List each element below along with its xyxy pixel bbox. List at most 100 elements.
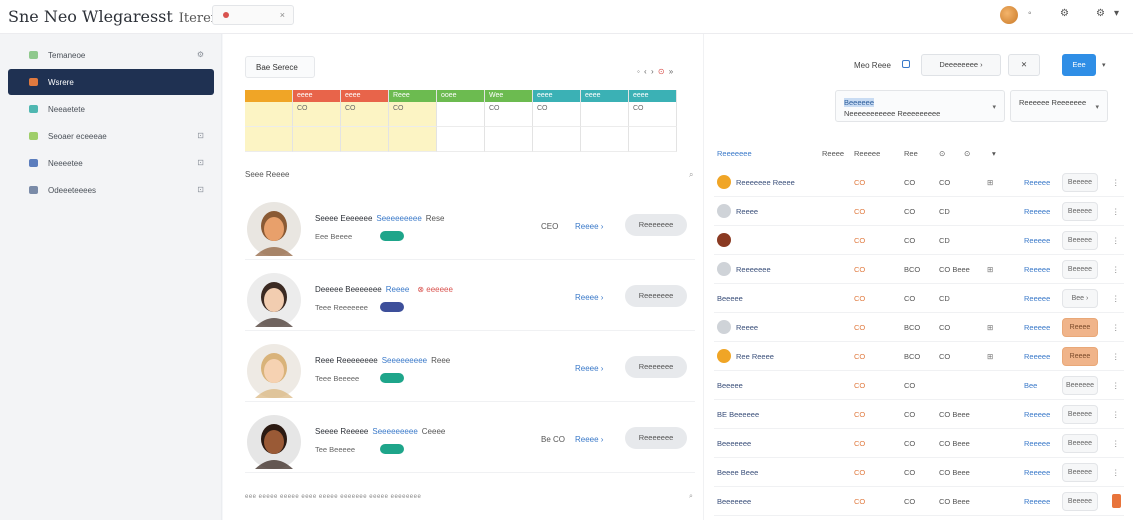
- column-header[interactable]: Reeee: [822, 149, 845, 158]
- column-header[interactable]: ⊙: [939, 149, 946, 158]
- row-link[interactable]: Reeeee: [1024, 207, 1051, 216]
- table-row[interactable]: Beeeee CO CO Bee Beeeeee ⋮: [714, 371, 1124, 400]
- sidebar-item-action-icon[interactable]: ⊡: [197, 131, 204, 140]
- more-icon[interactable]: ⋮: [1112, 410, 1120, 419]
- chevron-down-icon[interactable]: ▾: [1102, 62, 1106, 69]
- grid-header-cell[interactable]: [245, 90, 293, 102]
- more-icon[interactable]: ⋮: [1112, 178, 1120, 187]
- more-icon[interactable]: ⋮: [1112, 381, 1120, 390]
- sidebar-item[interactable]: Neeeetee ⊡: [8, 150, 214, 176]
- grid-header-cell[interactable]: ooee: [437, 90, 485, 102]
- grid-header-cell[interactable]: eeee: [293, 90, 341, 102]
- person-action-link[interactable]: Reeee ›: [575, 222, 604, 231]
- table-row[interactable]: Ree Reeee CO BCO CO ⊞ Reeeee Reeee ⋮: [714, 342, 1124, 371]
- sidebar-item[interactable]: Wsrere: [8, 69, 214, 95]
- row-chip-button[interactable]: Beeeee: [1062, 405, 1098, 424]
- user-avatar[interactable]: [1000, 6, 1018, 24]
- more-icon[interactable]: ⋮: [1112, 236, 1120, 245]
- more-icon[interactable]: ⋮: [1112, 294, 1120, 303]
- column-header[interactable]: Ree: [904, 149, 918, 158]
- info-icon[interactable]: [902, 60, 910, 68]
- person-row[interactable]: Deeeee Beeeeeee Reeee ⊗ eeeeee Teee Reeeeee…: [245, 265, 695, 331]
- row-link[interactable]: Reeeee: [1024, 178, 1051, 187]
- grid-header-cell[interactable]: Wee: [485, 90, 533, 102]
- table-row[interactable]: Beeee Beee CO CO CO Beee Reeeee Beeeee ⋮: [714, 458, 1124, 487]
- pager-dot-icon[interactable]: ⊙: [657, 67, 666, 76]
- person-row[interactable]: Seeee Eeeeeee Seeeeeeeee Rese Eee Beeee CEO R…: [245, 194, 695, 260]
- grid-cell[interactable]: CO: [293, 102, 341, 127]
- row-name[interactable]: Ree Reeee: [736, 352, 774, 361]
- person-row[interactable]: Seeee Reeeee Seeeeeeeee Ceeee Tee Beeeee Be …: [245, 407, 695, 473]
- row-name[interactable]: Beeeee: [717, 294, 743, 303]
- person-row[interactable]: Reee Reeeeeeee Seeeeeeeee Reee Teee Beeeee R…: [245, 336, 695, 402]
- person-link[interactable]: Seeeeeeeee: [372, 427, 418, 436]
- grid-cell[interactable]: [533, 127, 581, 152]
- table-row[interactable]: Reeee CO CO CD Reeeee Beeeee ⋮: [714, 197, 1124, 226]
- status-select[interactable]: Reeeeee Reeeeeee ▾: [1010, 90, 1108, 122]
- row-grid-icon[interactable]: ⊞: [987, 265, 994, 274]
- sidebar-item-action-icon[interactable]: ⊡: [197, 185, 204, 194]
- row-name[interactable]: Reeeeeee Reeee: [736, 178, 795, 187]
- sidebar-item[interactable]: Seoaer eceeeae ⊡: [8, 123, 214, 149]
- grid-cell[interactable]: [437, 127, 485, 152]
- grid-cell[interactable]: [437, 102, 485, 127]
- row-link[interactable]: Reeeee: [1024, 294, 1051, 303]
- grid-header-cell[interactable]: eeee: [581, 90, 629, 102]
- person-action-button[interactable]: Reeeeeee: [625, 356, 687, 378]
- row-name[interactable]: Beeee Beee: [717, 468, 759, 477]
- row-name[interactable]: Beeeeeee: [717, 497, 752, 506]
- person-action-button[interactable]: Reeeeeee: [625, 427, 687, 449]
- sidebar-item[interactable]: Neeaetete: [8, 96, 214, 122]
- settings-icon[interactable]: ⚙: [1060, 8, 1069, 19]
- row-grid-icon[interactable]: ⊞: [987, 178, 994, 187]
- more-icon[interactable]: ⋮: [1112, 265, 1120, 274]
- primary-button[interactable]: Eee: [1062, 54, 1096, 76]
- row-link[interactable]: Reeeee: [1024, 236, 1051, 245]
- table-row[interactable]: Beeeeeee CO CO CO Beee Reeeee Beeeee ⋮: [714, 429, 1124, 458]
- column-header[interactable]: Reeeee: [854, 149, 881, 158]
- grid-cell[interactable]: CO: [629, 102, 677, 127]
- person-action-button[interactable]: Reeeeeee: [625, 285, 687, 307]
- pager[interactable]: ◦ ‹ › ⊙ »: [637, 67, 674, 76]
- search-input[interactable]: ×: [212, 5, 294, 25]
- table-row[interactable]: CO CO CD Reeeee Beeeee ⋮: [714, 226, 1124, 255]
- column-header[interactable]: Reeeeeee: [717, 149, 752, 158]
- grid-cell[interactable]: CO: [341, 102, 389, 127]
- table-row[interactable]: Beeeee CO CO CD Reeeee Bee › ⋮: [714, 284, 1124, 313]
- more-icon[interactable]: ⋮: [1112, 439, 1120, 448]
- sidebar-item-action-icon[interactable]: ⚙: [196, 50, 204, 59]
- sidebar-item[interactable]: Odeeeteeees ⊡: [8, 177, 214, 203]
- row-name[interactable]: Beeeeeee: [717, 439, 752, 448]
- row-chip-button[interactable]: Reeee: [1062, 347, 1098, 366]
- grid-cell[interactable]: [245, 102, 293, 127]
- row-name[interactable]: BE Beeeeee: [717, 410, 760, 419]
- sidebar-item-action-icon[interactable]: ⊡: [197, 158, 204, 167]
- row-link[interactable]: Reeeee: [1024, 410, 1051, 419]
- row-link[interactable]: Reeeee: [1024, 352, 1051, 361]
- row-grid-icon[interactable]: ⊞: [987, 352, 994, 361]
- row-chip-button[interactable]: Beeeee: [1062, 434, 1098, 453]
- grid-header-cell[interactable]: eeee: [533, 90, 581, 102]
- grid-cell[interactable]: [485, 127, 533, 152]
- pager-prev[interactable]: ◦ ‹ ›: [637, 67, 655, 76]
- grid-cell[interactable]: [389, 127, 437, 152]
- grid-cell[interactable]: CO: [389, 102, 437, 127]
- grid-header-cell[interactable]: eeee: [629, 90, 677, 102]
- row-link[interactable]: Reeeee: [1024, 439, 1051, 448]
- table-row[interactable]: BE Beeeeee CO CO CO Beee Reeeee Beeeee ⋮: [714, 400, 1124, 429]
- person-link[interactable]: Reeee: [385, 285, 410, 294]
- grid-cell[interactable]: [341, 127, 389, 152]
- filter-button[interactable]: Deeeeeeee ›: [921, 54, 1001, 76]
- column-header[interactable]: ⊙: [964, 149, 971, 158]
- more-icon[interactable]: ⋮: [1112, 323, 1120, 332]
- grid-cell[interactable]: [581, 127, 629, 152]
- row-chip-button[interactable]: Beeeee: [1062, 173, 1098, 192]
- grid-header-cell[interactable]: eeee: [341, 90, 389, 102]
- type-select[interactable]: Beeeeee Neeeeeeeeeee Reeeeeeeee ▾: [835, 90, 1005, 122]
- row-link[interactable]: Reeeee: [1024, 497, 1051, 506]
- more-icon[interactable]: [1112, 494, 1121, 508]
- grid-cell[interactable]: CO: [533, 102, 581, 127]
- grid-cell[interactable]: [581, 102, 629, 127]
- row-chip-button[interactable]: Beeeeee: [1062, 376, 1098, 395]
- row-chip-button[interactable]: Beeeee: [1062, 202, 1098, 221]
